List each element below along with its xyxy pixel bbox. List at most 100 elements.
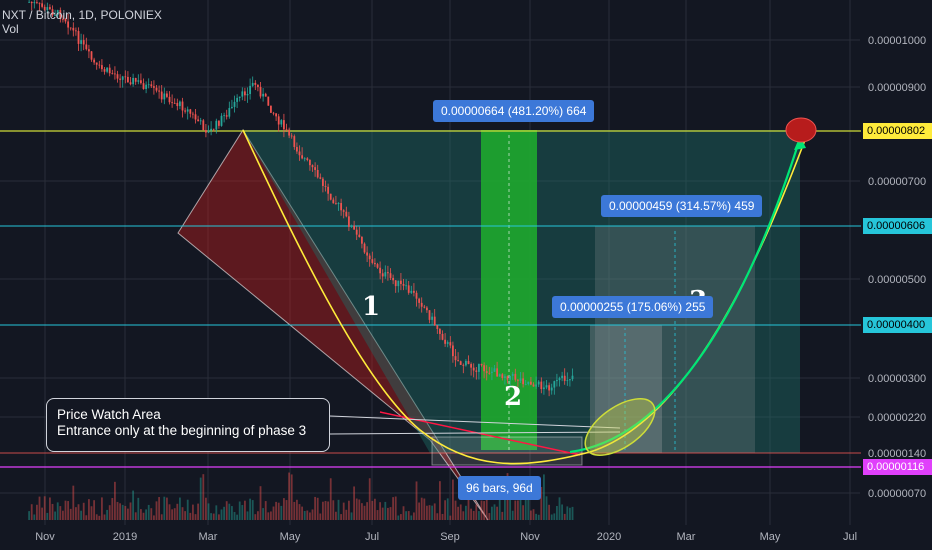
volume-bar bbox=[527, 499, 530, 520]
price-watch-callout: Price Watch Area Entrance only at the be… bbox=[46, 398, 330, 452]
x-axis-bg bbox=[0, 525, 932, 550]
volume-bar bbox=[145, 509, 148, 520]
candle-body bbox=[514, 373, 517, 380]
volume-bar bbox=[522, 505, 525, 520]
volume-bar bbox=[111, 498, 114, 520]
candle-body bbox=[420, 302, 423, 307]
candle-body bbox=[49, 7, 51, 10]
candle-body bbox=[106, 67, 109, 72]
volume-bar bbox=[218, 514, 220, 520]
volume-bar bbox=[168, 504, 171, 520]
volume-bar bbox=[238, 501, 241, 520]
price-tag-802: 0.00000802 bbox=[863, 123, 932, 139]
candle-body bbox=[329, 193, 332, 200]
volume-bar bbox=[33, 514, 36, 520]
candle-body bbox=[561, 375, 564, 379]
volume-bar bbox=[374, 498, 376, 520]
x-tick-label: Sep bbox=[440, 531, 460, 543]
volume-bar bbox=[116, 501, 119, 520]
candle-body bbox=[324, 185, 327, 187]
candle-body bbox=[337, 203, 340, 204]
volume-bar bbox=[158, 497, 161, 520]
candle-body bbox=[535, 384, 538, 387]
candle-body bbox=[530, 381, 532, 385]
volume-bar bbox=[90, 506, 93, 520]
projection-path bbox=[569, 137, 802, 454]
candle-body bbox=[249, 85, 252, 94]
candle-body bbox=[179, 101, 181, 107]
volume-bar bbox=[402, 506, 405, 520]
volume-bar bbox=[381, 507, 384, 520]
volume-bar bbox=[228, 503, 231, 520]
candle-body bbox=[233, 101, 236, 107]
volume-bar bbox=[556, 506, 558, 520]
volume-bar bbox=[192, 504, 194, 520]
volume-bar bbox=[285, 500, 288, 520]
candle-body bbox=[93, 59, 96, 63]
volume-bar bbox=[277, 502, 280, 520]
candle-body bbox=[384, 272, 387, 277]
candle-body bbox=[244, 91, 246, 96]
volume-bar bbox=[384, 501, 387, 520]
volume-bar bbox=[483, 501, 486, 520]
volume-bar bbox=[101, 497, 103, 520]
candle-body bbox=[293, 136, 296, 148]
candle-body bbox=[176, 102, 179, 107]
candle-body bbox=[363, 243, 366, 253]
volume-bar bbox=[563, 513, 566, 520]
candle-body bbox=[319, 177, 322, 179]
volume-bar bbox=[322, 501, 324, 520]
volume-bar bbox=[418, 502, 421, 520]
candle-body bbox=[137, 80, 140, 82]
candle-body bbox=[166, 93, 168, 97]
candle-body bbox=[184, 110, 187, 112]
candle-body bbox=[212, 128, 215, 130]
candle-body bbox=[280, 120, 283, 125]
volume-bar bbox=[504, 499, 506, 520]
candle-body bbox=[376, 264, 379, 268]
volume-bar bbox=[566, 506, 569, 520]
candle-body bbox=[423, 306, 426, 308]
volume-bar bbox=[251, 500, 254, 520]
volume-bar bbox=[236, 514, 239, 520]
candle-body bbox=[498, 374, 501, 377]
volume-bar bbox=[173, 508, 176, 520]
candle-body bbox=[358, 234, 361, 237]
volume-bar bbox=[314, 496, 317, 520]
y-tick-label: 0.00000220 bbox=[868, 412, 926, 424]
volume-bar bbox=[103, 514, 106, 520]
volume-bar bbox=[537, 514, 540, 520]
candle-body bbox=[556, 380, 558, 382]
volume-bar bbox=[426, 505, 428, 520]
volume-bar bbox=[80, 510, 83, 520]
candle-body bbox=[150, 84, 153, 87]
volume-bar bbox=[524, 498, 527, 520]
candle-body bbox=[355, 229, 358, 235]
volume-bar bbox=[184, 511, 187, 520]
candle-body bbox=[452, 345, 454, 357]
candle-body bbox=[488, 372, 491, 374]
candle-body bbox=[56, 10, 59, 16]
candle-body bbox=[223, 115, 226, 117]
volume-bar bbox=[303, 510, 306, 520]
callout-pointer-1 bbox=[329, 415, 621, 429]
candle-body bbox=[475, 370, 478, 372]
candle-body bbox=[51, 9, 54, 16]
price-tag-606: 0.00000606 bbox=[863, 218, 932, 234]
volume-bar bbox=[340, 514, 343, 520]
volume-bar bbox=[38, 496, 41, 520]
candle-body bbox=[69, 27, 72, 29]
volume-bar bbox=[342, 502, 345, 520]
candle-body bbox=[88, 49, 90, 52]
volume-bar bbox=[124, 505, 127, 520]
volume-bar bbox=[387, 507, 389, 520]
candle-body bbox=[342, 210, 345, 212]
volume-bar bbox=[270, 511, 272, 520]
candle-body bbox=[415, 292, 418, 299]
candle-body bbox=[199, 120, 202, 122]
candle-body bbox=[441, 333, 444, 340]
volume-bar bbox=[389, 507, 392, 520]
candle-body bbox=[132, 77, 135, 85]
candle-body bbox=[548, 385, 551, 391]
candle-body bbox=[30, 1, 33, 4]
